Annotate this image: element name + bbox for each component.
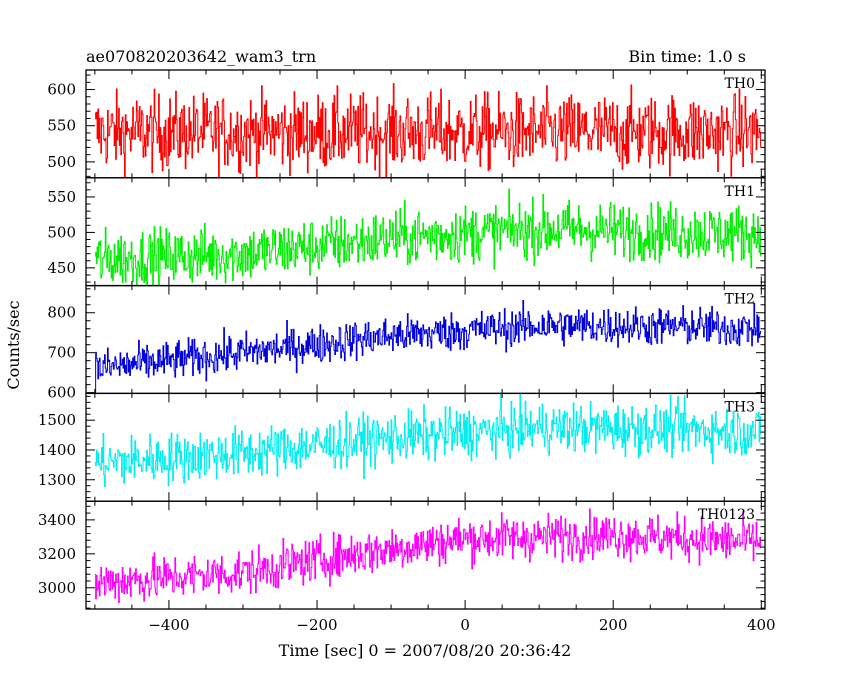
y-tick-label: 3400 (38, 511, 76, 529)
x-tick-label: 200 (599, 616, 628, 634)
y-tick-label: 600 (47, 384, 76, 402)
panel-th0123: 3000 3200 3400 TH0123 (38, 500, 766, 610)
y-tick-label: 700 (47, 344, 76, 362)
chart-title: ae070820203642_wam3_trn (86, 47, 316, 66)
bin-time-label: Bin time: 1.0 s (628, 47, 746, 66)
panel-label-th0: TH0 (725, 76, 755, 92)
y-tick-label: 800 (47, 304, 76, 322)
series-th0 (94, 83, 762, 178)
panel-label-th3: TH3 (725, 399, 755, 415)
panel-label-th2: TH2 (725, 292, 755, 308)
series-th2 (94, 300, 762, 393)
y-tick-label: 500 (47, 153, 76, 171)
x-tick-label: 400 (747, 616, 776, 634)
y-axis-label: Counts/sec (4, 300, 23, 389)
series-th1 (94, 188, 762, 286)
y-tick-label: 450 (47, 259, 76, 277)
y-tick-label: 1500 (38, 411, 76, 429)
y-tick-label: 550 (47, 117, 76, 135)
x-tick-label: −200 (296, 616, 337, 634)
y-tick-label: 550 (47, 188, 76, 206)
x-tick-label: −400 (148, 616, 189, 634)
panel-label-th0123: TH0123 (698, 507, 755, 523)
y-tick-label: 3200 (38, 545, 76, 563)
y-tick-label: 1400 (38, 441, 76, 459)
series-th3 (94, 393, 762, 488)
x-axis-label: Time [sec] 0 = 2007/08/20 20:36:42 (279, 641, 572, 660)
x-tick-label: 0 (460, 616, 470, 634)
panel-th2: 600 700 800 TH2 (47, 284, 766, 402)
panel-label-th1: TH1 (725, 184, 755, 200)
y-tick-label: 600 (47, 81, 76, 99)
y-tick-label: 500 (47, 223, 76, 241)
panel-frame (85, 500, 766, 610)
panels: 500 550 600 TH0 450 500 550 TH1 600 700 800 TH2 1300… (38, 69, 776, 634)
series-th0123 (94, 508, 762, 604)
y-tick-label: 1300 (38, 471, 76, 489)
y-tick-label: 3000 (38, 579, 76, 597)
